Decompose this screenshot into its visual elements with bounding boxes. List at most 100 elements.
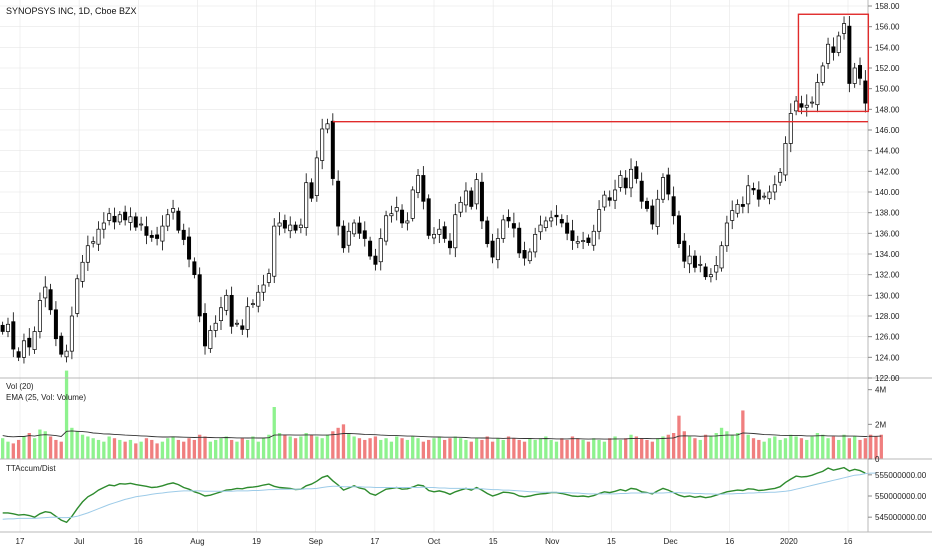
volume-bar[interactable] xyxy=(128,439,133,459)
volume-bar[interactable] xyxy=(453,436,457,459)
candle-up[interactable] xyxy=(384,215,389,242)
candle-down[interactable] xyxy=(442,226,447,239)
candle-up[interactable] xyxy=(378,238,383,263)
volume-bar[interactable] xyxy=(91,438,95,459)
volume-bar[interactable] xyxy=(315,436,319,459)
candle-up[interactable] xyxy=(437,228,442,235)
volume-bar[interactable] xyxy=(102,441,106,459)
volume-bar[interactable] xyxy=(725,431,729,459)
volume-bar[interactable] xyxy=(288,436,292,459)
volume-bar[interactable] xyxy=(709,436,713,459)
volume-bar[interactable] xyxy=(11,443,15,459)
volume-bar[interactable] xyxy=(682,431,686,459)
candle-up[interactable] xyxy=(389,213,394,217)
volume-bar[interactable] xyxy=(235,441,239,459)
candle-up[interactable] xyxy=(458,201,463,213)
candle-up[interactable] xyxy=(288,224,293,232)
volume-bar[interactable] xyxy=(54,439,58,459)
volume-bar[interactable] xyxy=(602,441,607,459)
candle-down[interactable] xyxy=(187,236,192,260)
candle-up[interactable] xyxy=(730,210,735,221)
candle-down[interactable] xyxy=(517,227,522,254)
volume-bar[interactable] xyxy=(267,434,271,459)
volume-bar[interactable] xyxy=(698,439,702,459)
volume-bar[interactable] xyxy=(842,434,846,459)
volume-bar[interactable] xyxy=(799,438,804,459)
volume-bar[interactable] xyxy=(379,439,383,459)
candle-up[interactable] xyxy=(852,67,857,84)
candle-up[interactable] xyxy=(165,214,170,227)
volume-bar[interactable] xyxy=(43,431,47,459)
candle-up[interactable] xyxy=(772,184,777,193)
candle-down[interactable] xyxy=(293,224,298,231)
volume-bar[interactable] xyxy=(821,434,825,459)
candle-down[interactable] xyxy=(506,216,511,222)
volume-bar[interactable] xyxy=(1,438,5,459)
volume-bar[interactable] xyxy=(757,439,761,459)
candle-down[interactable] xyxy=(309,182,314,199)
candle-down[interactable] xyxy=(634,166,639,179)
volume-bar[interactable] xyxy=(677,415,681,459)
candle-up[interactable] xyxy=(298,224,303,228)
volume-bar[interactable] xyxy=(474,438,479,459)
candle-down[interactable] xyxy=(831,46,836,53)
volume-bar[interactable] xyxy=(730,434,734,459)
volume-bar[interactable] xyxy=(506,436,511,459)
candle-down[interactable] xyxy=(368,240,373,257)
volume-bar[interactable] xyxy=(661,436,665,459)
candle-down[interactable] xyxy=(607,197,612,201)
candle-up[interactable] xyxy=(826,43,831,64)
candle-up[interactable] xyxy=(746,185,751,205)
candle-down[interactable] xyxy=(485,220,490,245)
candle-up[interactable] xyxy=(213,322,218,331)
volume-bar[interactable] xyxy=(256,441,260,459)
volume-bar[interactable] xyxy=(554,441,559,459)
candle-up[interactable] xyxy=(128,216,133,223)
volume-bar[interactable] xyxy=(144,438,149,459)
candle-up[interactable] xyxy=(660,177,665,200)
volume-bar[interactable] xyxy=(746,434,750,459)
candle-up[interactable] xyxy=(767,191,772,200)
candle-up[interactable] xyxy=(597,209,602,232)
volume-bar[interactable] xyxy=(560,438,564,459)
candle-down[interactable] xyxy=(554,214,559,218)
candle-up[interactable] xyxy=(107,213,112,221)
candle-down[interactable] xyxy=(16,351,21,358)
volume-bar[interactable] xyxy=(789,434,793,459)
candle-down[interactable] xyxy=(0,324,5,332)
candle-up[interactable] xyxy=(208,330,213,349)
candle-up[interactable] xyxy=(575,241,580,244)
volume-bar[interactable] xyxy=(533,439,537,459)
candle-up[interactable] xyxy=(463,190,468,206)
candle-up[interactable] xyxy=(101,222,106,230)
volume-bar[interactable] xyxy=(38,429,42,459)
volume-bar[interactable] xyxy=(613,436,617,459)
volume-bar[interactable] xyxy=(208,441,212,459)
candle-up[interactable] xyxy=(613,189,618,201)
candle-down[interactable] xyxy=(357,222,362,234)
volume-bar[interactable] xyxy=(59,441,63,459)
volume-bar[interactable] xyxy=(805,439,809,459)
candle-up[interactable] xyxy=(325,123,330,130)
candle-up[interactable] xyxy=(117,214,122,223)
candle-down[interactable] xyxy=(703,266,708,278)
volume-bar[interactable] xyxy=(831,436,836,459)
volume-bar[interactable] xyxy=(656,438,660,459)
volume-bar[interactable] xyxy=(363,439,367,459)
candle-down[interactable] xyxy=(330,120,335,179)
candle-up[interactable] xyxy=(320,128,325,161)
volume-bar[interactable] xyxy=(400,438,404,459)
candle-up[interactable] xyxy=(218,307,223,322)
volume-bar[interactable] xyxy=(176,439,181,459)
volume-bar[interactable] xyxy=(240,438,244,459)
volume-bar[interactable] xyxy=(219,438,223,459)
volume-bar[interactable] xyxy=(586,441,591,459)
candle-up[interactable] xyxy=(75,278,80,314)
volume-bar[interactable] xyxy=(608,438,612,459)
volume-bar[interactable] xyxy=(357,438,362,459)
volume-bar[interactable] xyxy=(107,436,111,459)
candle-up[interactable] xyxy=(410,189,415,219)
candle-up[interactable] xyxy=(80,261,85,282)
volume-bar[interactable] xyxy=(783,438,788,459)
candle-up[interactable] xyxy=(794,100,799,112)
